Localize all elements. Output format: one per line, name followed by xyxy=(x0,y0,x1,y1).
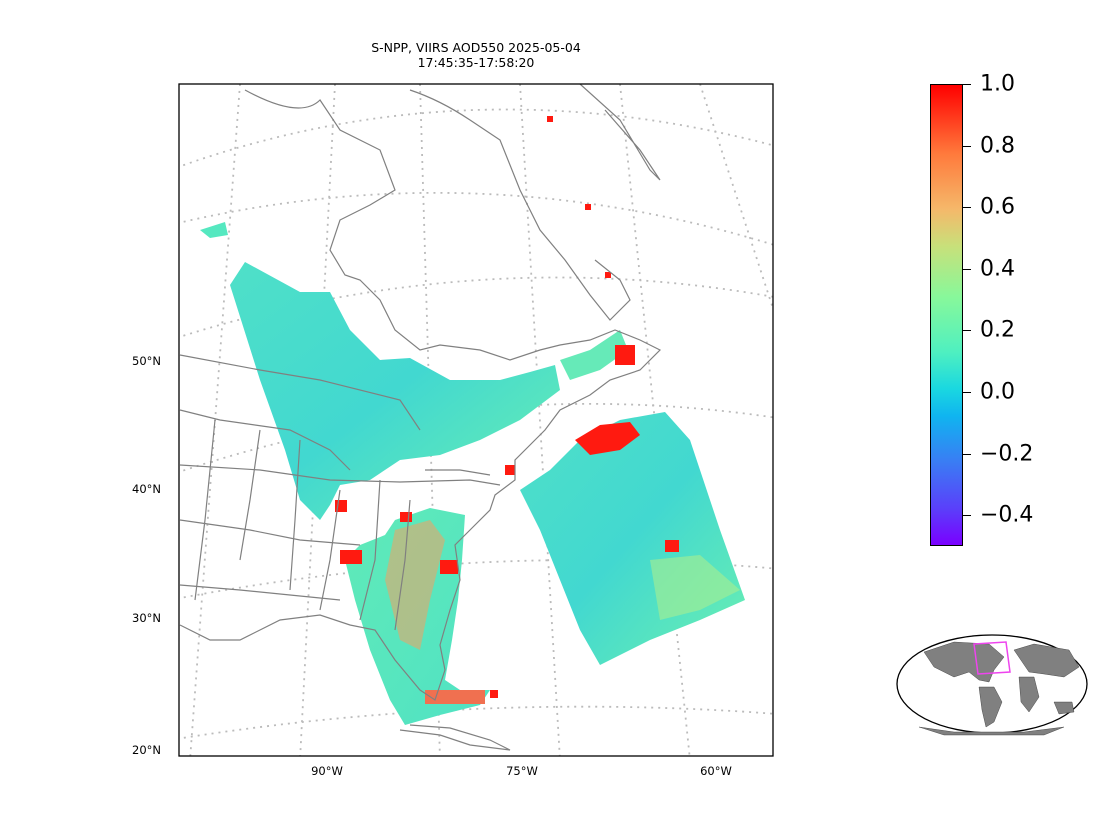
colorbar-tick-label: −0.4 xyxy=(980,502,1034,528)
colorbar xyxy=(930,84,963,546)
lat-label-20: 20°N xyxy=(132,743,161,757)
aod-swath-west xyxy=(200,222,628,520)
map-title: S-NPP, VIIRS AOD550 2025-05-04 17:45:35-… xyxy=(176,40,776,70)
colorbar-tick-label: 0.0 xyxy=(980,379,1015,405)
title-line2: 17:45:35-17:58:20 xyxy=(417,55,535,70)
coastlines xyxy=(179,84,662,751)
colorbar-tick-label: 0.8 xyxy=(980,133,1015,159)
colorbar-tick xyxy=(963,392,971,393)
colorbar-tick-label: −0.2 xyxy=(980,441,1034,467)
lat-label-50: 50°N xyxy=(132,354,161,368)
colorbar-tick xyxy=(963,145,971,147)
colorbar-tick xyxy=(963,330,971,332)
lon-label-75w: 75°W xyxy=(506,764,538,778)
lat-label-30: 30°N xyxy=(132,611,161,625)
inset-continents xyxy=(918,641,1080,736)
aod-swath-atlantic xyxy=(520,412,745,665)
high-aod-patches xyxy=(335,116,679,704)
colorbar-tick xyxy=(963,515,971,517)
colorbar-tick xyxy=(963,207,971,209)
colorbar-tick-label: 0.4 xyxy=(980,256,1015,282)
colorbar-tick xyxy=(963,268,971,270)
title-line1: S-NPP, VIIRS AOD550 2025-05-04 xyxy=(371,40,581,55)
globe-inset xyxy=(896,634,1088,736)
moderate-aod-patches xyxy=(385,520,740,650)
colorbar-tick-label: 0.6 xyxy=(980,194,1015,220)
lon-label-60w: 60°W xyxy=(700,764,732,778)
lon-label-90w: 90°W xyxy=(311,764,343,778)
map-frame-border xyxy=(178,83,774,757)
colorbar-tick-label: 0.2 xyxy=(980,317,1015,343)
lat-label-40: 40°N xyxy=(132,482,161,496)
colorbar-tick-label: 1.0 xyxy=(980,71,1015,97)
colorbar-tick xyxy=(963,453,971,455)
inset-extent-box xyxy=(973,641,1011,675)
colorbar-tick xyxy=(963,84,971,85)
